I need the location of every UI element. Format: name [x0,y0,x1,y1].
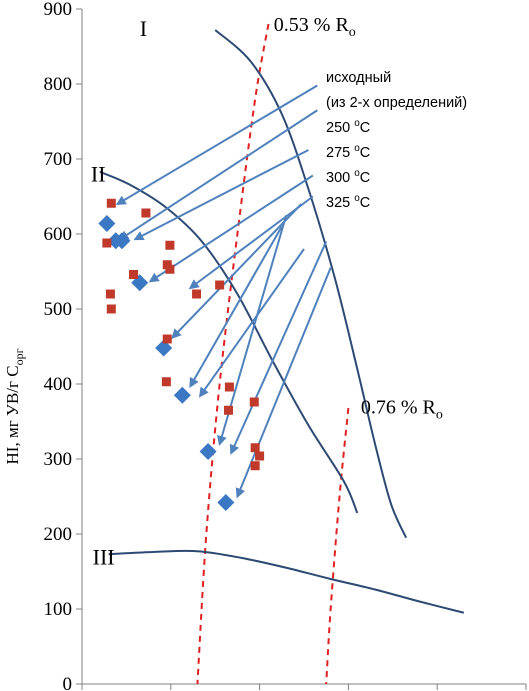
y-tick-label: 400 [44,374,73,395]
diamond-point [113,232,131,250]
arrow [198,248,305,398]
square-point [129,270,139,279]
square-point [105,289,115,299]
square-point [165,264,175,274]
y-tick-label: 100 [44,599,73,620]
y-tick-label: 800 [44,74,73,95]
isoline-path [325,407,350,685]
diamond-point [155,339,173,357]
arrows [115,84,332,499]
square-point [102,238,112,248]
square-point [106,198,116,208]
arrow [189,226,283,388]
legend-entry: (из 2-х определений) [326,95,467,111]
legend-entry: 275 oC [326,143,370,161]
y-tick-label: 500 [44,299,73,320]
square-point [106,304,116,314]
y-tick-label: 600 [44,224,73,245]
square-point [141,208,151,218]
curve-label: I [140,16,147,41]
square-point [215,280,225,290]
square-point [224,405,234,415]
diamond-point [217,494,235,511]
y-axis-label: HI, мг УВ/г Сорг [3,348,26,464]
curve-label: III [93,545,115,570]
square-point [162,334,172,344]
square-point [165,240,175,250]
isoline-path [196,23,270,685]
arrow [235,267,332,499]
square-point [250,443,260,453]
isoline-label: 0.76 % Ro [361,397,443,423]
legend-entry: 325 oC [326,193,370,211]
square-point [255,451,265,461]
curve-label: II [91,161,106,186]
square-point [224,382,234,392]
curve-II [99,170,359,514]
arrow [171,203,303,339]
square-point [250,461,260,471]
curve-I [214,29,408,539]
arrow [115,84,318,206]
arrow [118,109,318,241]
diamond-point [98,215,116,232]
legend-entry: исходный [326,70,391,86]
square-point [192,289,202,299]
axes: 0 100 200 300 400 500 600 700 800 900 HI, мг УВ/г … [3,0,527,691]
legend-entry: 250 oC [326,118,370,136]
curve-III [108,549,465,614]
isolines [196,23,350,685]
square-point [161,377,171,387]
arrow [148,174,314,283]
square-point [249,397,259,407]
markers [98,198,265,511]
arrow [188,195,314,290]
isoline-label: 0.53 % Ro [274,14,356,40]
y-tick-label: 200 [44,524,73,545]
y-tick-label: 0 [63,674,73,691]
arrow [229,241,328,455]
y-tick-label: 700 [44,149,73,170]
y-tick-label: 900 [44,0,73,20]
diamond-point [199,443,217,460]
y-tick-label: 300 [44,449,73,470]
arrow [133,149,309,241]
legend-entry: 300 oC [326,168,370,186]
diamond-point [173,386,191,404]
legend: исходный (из 2-х определений) 250 oC 275 oC… [326,70,467,211]
curves [99,29,465,614]
